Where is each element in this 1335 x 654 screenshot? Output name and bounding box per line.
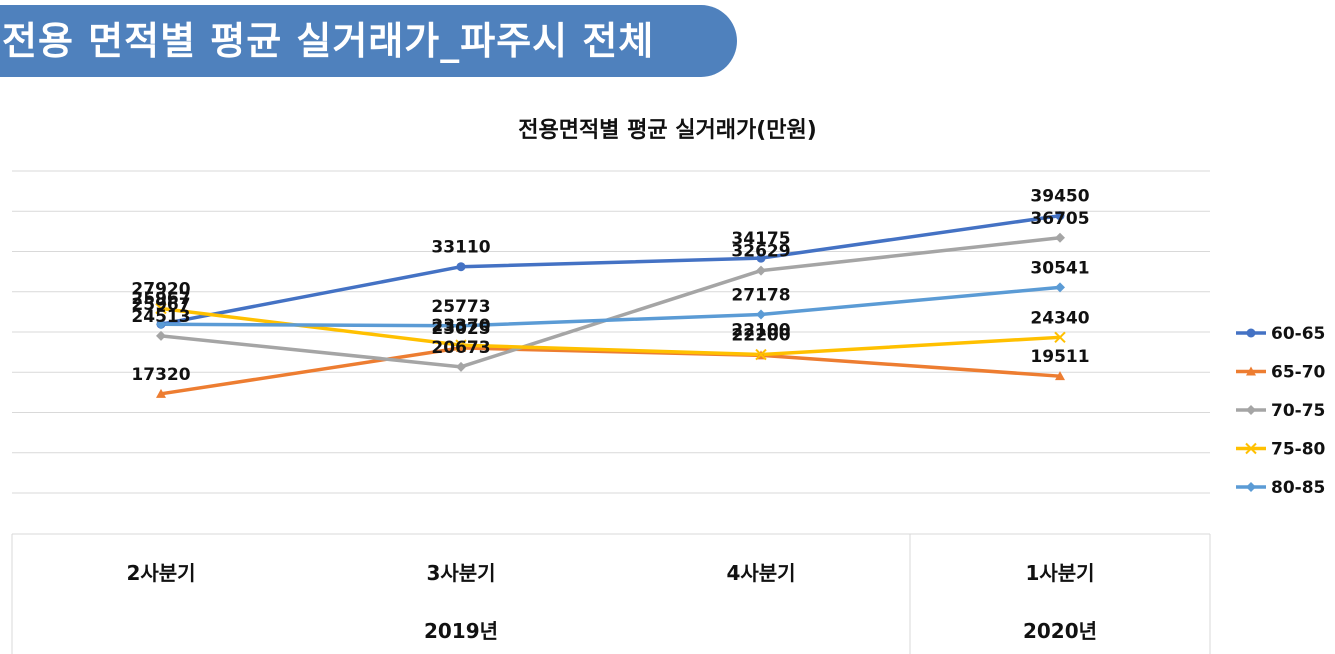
legend-label: 70-75	[1271, 401, 1325, 421]
data-label: 27920	[131, 279, 190, 299]
data-point	[156, 330, 166, 341]
data-label: 34175	[731, 229, 790, 249]
data-point	[156, 319, 166, 330]
data-label: 22200	[731, 326, 790, 346]
x-tick-label: 3사분기	[426, 561, 495, 585]
x-year-label: 2019년	[424, 619, 498, 643]
data-point	[1246, 366, 1256, 376]
data-point	[1055, 211, 1065, 221]
data-label: 30541	[1030, 258, 1089, 278]
data-point	[1055, 232, 1065, 243]
data-point	[1054, 331, 1066, 344]
series-line	[160, 213, 1061, 326]
legend-label: 65-70	[1271, 363, 1326, 383]
data-point	[1246, 328, 1256, 338]
x-tick-label: 2사분기	[126, 561, 195, 585]
data-label: 25967	[131, 295, 190, 315]
data-point	[155, 302, 167, 315]
data-label: 33110	[431, 238, 490, 258]
data-label: 32629	[731, 242, 790, 262]
data-point	[756, 253, 766, 263]
data-point	[156, 388, 166, 398]
data-label: 24340	[1030, 308, 1089, 328]
data-label: 25967	[131, 289, 190, 309]
data-label: 25773	[431, 297, 490, 317]
x-tick-label: 1사분기	[1025, 561, 1094, 585]
data-point	[756, 309, 766, 320]
data-label: 24513	[131, 307, 190, 327]
data-label: 27178	[731, 285, 790, 305]
data-label: 23025	[431, 319, 490, 339]
data-label: 19511	[1030, 347, 1089, 367]
data-point	[755, 348, 767, 361]
data-point	[756, 265, 766, 276]
data-label: 39450	[1030, 187, 1089, 207]
data-label: 22100	[731, 320, 790, 340]
x-year-label: 2020년	[1023, 619, 1097, 643]
page-title-banner: 전용 면적별 평균 실거래가_파주시 전체	[0, 5, 737, 77]
series-line	[160, 236, 1061, 369]
page-title: 전용 면적별 평균 실거래가_파주시 전체	[2, 19, 655, 63]
data-label: 17320	[131, 365, 190, 385]
x-tick-label: 4사분기	[726, 561, 795, 585]
data-point	[1246, 482, 1256, 492]
data-point	[1246, 405, 1256, 415]
data-point	[456, 342, 466, 352]
data-label: 23370	[431, 316, 490, 336]
legend-label: 75-80	[1271, 440, 1326, 460]
data-point	[1055, 371, 1065, 381]
chart-title: 전용면적별 평균 실거래가(만원)	[518, 118, 817, 143]
data-point	[1245, 442, 1257, 455]
series-line	[160, 285, 1061, 328]
data-point	[456, 361, 466, 372]
data-point	[456, 262, 466, 272]
legend-label: 60-65	[1271, 324, 1325, 344]
series-line	[160, 306, 1061, 357]
data-label: 36705	[1030, 209, 1089, 229]
legend-label: 80-85	[1271, 478, 1325, 498]
data-point	[1055, 282, 1065, 293]
series-line	[160, 346, 1061, 396]
data-point	[455, 339, 467, 351]
data-label: 20673	[431, 338, 490, 358]
data-point	[456, 320, 466, 331]
